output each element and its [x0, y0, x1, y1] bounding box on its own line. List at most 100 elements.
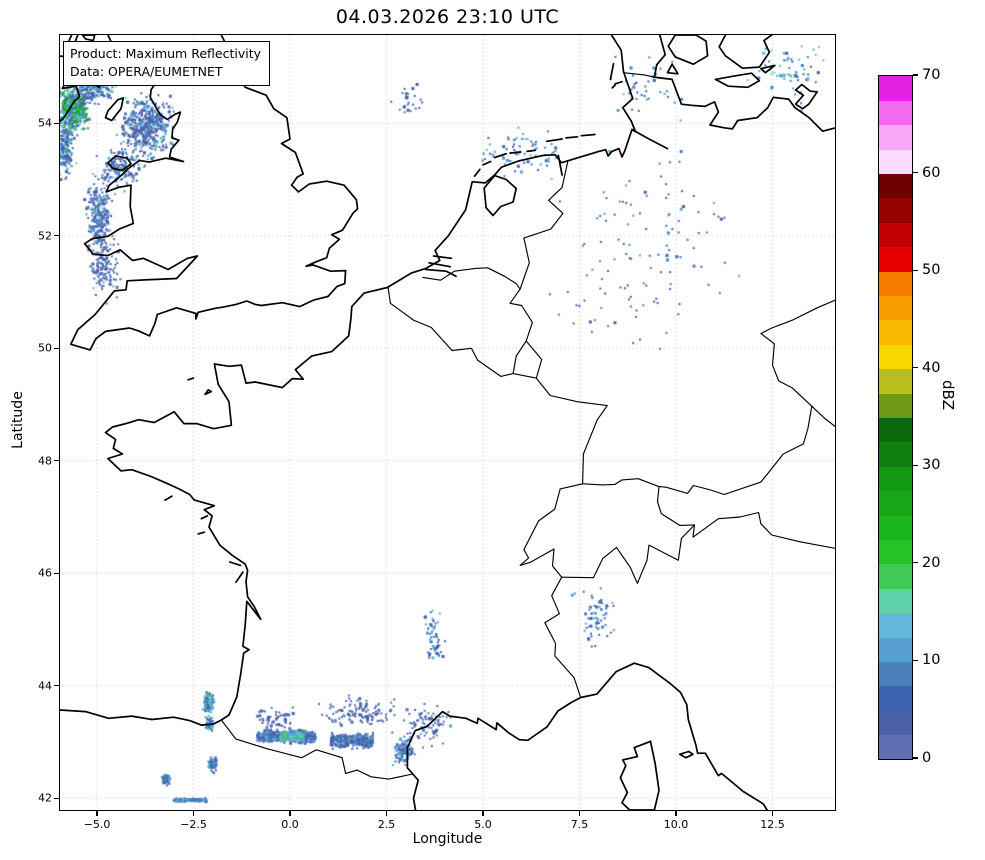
coastline: [406, 662, 768, 810]
colorbar-tick-mark: [913, 269, 918, 271]
map-frame: [59, 34, 836, 811]
coastline: [794, 83, 819, 110]
country-border: [622, 72, 655, 78]
coastline: [482, 160, 492, 166]
x-tick-mark: [771, 811, 774, 816]
coastline: [69, 35, 359, 351]
colorbar-tick-mark: [913, 659, 918, 662]
country-border: [582, 478, 660, 488]
colorbar-tick-mark: [913, 171, 918, 174]
colorbar-band: [879, 295, 912, 321]
coastline: [565, 135, 579, 139]
colorbar-tick-label: 50: [922, 262, 941, 279]
coastline: [614, 80, 623, 85]
colorbar-band: [879, 588, 912, 614]
y-tick-mark: [54, 460, 59, 462]
coastline: [411, 773, 420, 810]
x-tick-mark: [289, 811, 291, 816]
colorbar-tick-label: 40: [922, 359, 941, 376]
x-tick-label: 2.5: [377, 818, 396, 831]
colorbar-band: [879, 173, 912, 199]
coastline: [653, 35, 835, 133]
product-line: Product: Maximum Reflectivity: [70, 46, 262, 61]
y-tick-mark: [54, 797, 59, 799]
y-axis-label: Latitude: [10, 391, 26, 449]
coastline: [609, 62, 615, 81]
colorbar-tick-label: 70: [922, 67, 941, 83]
coastline: [200, 515, 209, 520]
coastline: [557, 154, 563, 176]
coastline: [428, 261, 452, 268]
data-source-line: Data: OPERA/EUMETNET: [70, 64, 223, 80]
coastline-layer: [60, 35, 835, 810]
colorbar-band: [879, 246, 912, 272]
country-border: [679, 511, 835, 549]
colorbar-band: [879, 417, 912, 443]
country-border: [535, 377, 608, 485]
x-axis-label: Longitude: [412, 831, 483, 847]
colorbar-band: [879, 734, 912, 760]
coastline: [107, 155, 132, 172]
colorbar-tick-label: 20: [922, 554, 941, 571]
y-tick-mark: [54, 235, 59, 237]
colorbar-tick-mark: [913, 74, 918, 76]
colorbar-tick-mark: [913, 757, 918, 759]
coastline: [228, 561, 242, 567]
coastline: [81, 35, 96, 42]
colorbar-tick-label: 60: [922, 164, 941, 181]
colorbar-band: [879, 149, 912, 175]
country-border: [387, 286, 514, 377]
y-tick-mark: [54, 347, 59, 349]
coastline: [667, 35, 709, 66]
colorbar-band: [879, 222, 912, 248]
colorbar-band: [879, 368, 912, 394]
x-tick-mark: [578, 811, 581, 816]
coastline: [619, 740, 652, 810]
x-tick-mark: [192, 811, 195, 816]
colorbar-band: [879, 685, 912, 711]
coastline: [611, 84, 616, 89]
y-tick-label: 50: [38, 341, 52, 355]
country-border: [512, 340, 543, 379]
coastline: [666, 63, 679, 75]
y-tick-label: 54: [38, 116, 52, 130]
coastline: [718, 35, 773, 70]
colorbar-tick-label: 0: [922, 750, 932, 766]
x-tick-label: 10.0: [663, 818, 689, 831]
y-tick-mark: [54, 572, 59, 574]
x-tick-mark: [675, 811, 677, 816]
colorbar-band: [879, 710, 912, 736]
coastline: [631, 128, 669, 150]
colorbar-tick-mark: [913, 562, 918, 564]
colorbar-tick-label: 10: [922, 652, 941, 669]
coastline: [473, 168, 481, 178]
x-tick-label: 12.5: [760, 818, 785, 831]
country-border: [220, 719, 414, 780]
coastline: [425, 268, 457, 278]
country-border: [544, 576, 582, 699]
country-border: [561, 524, 696, 584]
y-tick-label: 48: [38, 454, 52, 468]
country-border: [760, 299, 835, 407]
colorbar-unit-label: dBZ: [939, 379, 957, 411]
colorbar-band: [879, 563, 912, 589]
coastline: [493, 152, 508, 159]
colorbar-band: [879, 539, 912, 565]
colorbar-tick-label: 30: [922, 457, 941, 474]
y-tick-label: 42: [38, 791, 52, 805]
colorbar-band: [879, 515, 912, 540]
coastline: [483, 174, 518, 217]
colorbar-band: [879, 344, 912, 370]
colorbar-band: [879, 124, 912, 150]
country-border: [509, 160, 569, 307]
colorbar-band: [879, 466, 912, 492]
colorbar-tick-mark: [913, 367, 918, 369]
coastline: [164, 495, 173, 501]
x-tick-label: −5.0: [83, 818, 111, 831]
colorbar-band: [879, 490, 912, 516]
country-border: [656, 486, 681, 526]
coastline: [235, 571, 244, 584]
coastline: [678, 750, 694, 759]
coastline: [197, 531, 206, 535]
